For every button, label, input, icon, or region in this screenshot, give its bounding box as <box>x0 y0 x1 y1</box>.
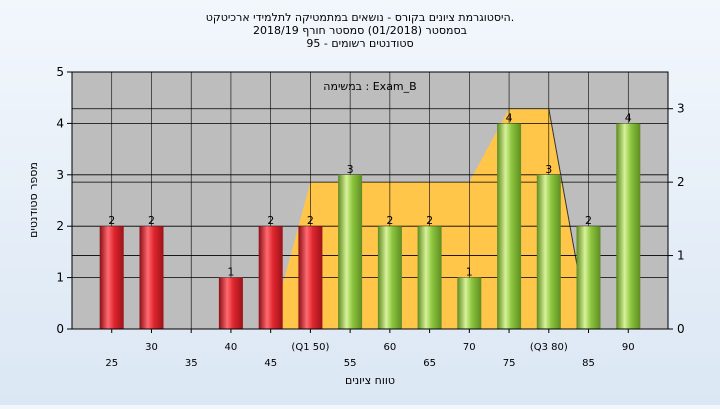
bar-75 <box>497 123 522 330</box>
bar-value-label-55: 3 <box>347 163 354 176</box>
x-tick-label-60: 60 <box>384 342 397 353</box>
y-tick-label-4: 4 <box>56 116 64 130</box>
bar-50 <box>298 226 323 329</box>
bar-70 <box>457 277 482 329</box>
bar-value-label-80: 3 <box>545 163 552 176</box>
y-tick-label-3: 3 <box>56 168 64 182</box>
bar-value-label-30: 2 <box>148 214 155 227</box>
y-axis-right: 0 1 2 3 <box>668 102 685 336</box>
y-tick-label-2: 2 <box>56 219 64 233</box>
bar-60 <box>377 226 402 329</box>
chart-title-line-1: היסטוגרמת ציונים בקורס - נושאים במתמטיקה… <box>206 11 514 24</box>
bar-value-label-45: 2 <box>267 214 274 227</box>
x-tick-label-70: 70 <box>463 342 476 353</box>
x-tick-label-45: 45 <box>264 358 277 369</box>
bar-value-label-85: 2 <box>585 214 592 227</box>
y-axis-label: מספר סטודנטים <box>27 162 40 238</box>
x-tick-label-65: 65 <box>423 358 436 369</box>
y2-tick-label-2: 2 <box>677 175 685 189</box>
bar-value-label-25: 2 <box>108 214 115 227</box>
chart-title-line-2: בסמסטר (01/2018) סמסטר חורף 2018/19 <box>253 24 467 37</box>
bar-value-label-65: 2 <box>426 214 433 227</box>
x-tick-label-30: 30 <box>145 342 158 353</box>
exam-label: במשימה : Exam_B <box>323 80 416 93</box>
y-tick-label-0: 0 <box>56 322 64 336</box>
bar-55 <box>338 174 363 329</box>
x-axis: 25 30 35 40 45 (Q1 50) 55 60 65 70 75 (Q3 80) 85 90 <box>105 329 635 369</box>
bar-90 <box>616 123 641 330</box>
x-axis-label: טווח ציונים <box>345 374 395 387</box>
bar-value-label-40: 1 <box>227 266 234 279</box>
x-tick-label-75: 75 <box>503 358 516 369</box>
x-tick-label-25: 25 <box>105 358 118 369</box>
chart-title: היסטוגרמת ציונים בקורס - נושאים במתמטיקה… <box>206 11 514 50</box>
x-tick-label-50: (Q1 50) <box>291 342 329 353</box>
y2-tick-label-3: 3 <box>677 102 685 116</box>
y2-tick-label-1: 1 <box>677 249 685 263</box>
bar-80 <box>536 174 561 329</box>
x-tick-label-35: 35 <box>185 358 198 369</box>
chart-title-line-3: סטודנטים רשומים - 95 <box>306 37 413 50</box>
y2-tick-label-0: 0 <box>677 322 685 336</box>
bar-65 <box>417 226 442 329</box>
x-tick-label-55: 55 <box>344 358 357 369</box>
bar-85 <box>576 226 601 329</box>
bar-value-label-70: 1 <box>466 266 473 279</box>
y-tick-label-5: 5 <box>56 65 64 79</box>
bar-value-label-50: 2 <box>307 214 314 227</box>
bar-30 <box>139 226 164 329</box>
y-tick-label-1: 1 <box>56 271 64 285</box>
bar-25 <box>99 226 124 329</box>
x-tick-label-90: 90 <box>622 342 635 353</box>
bar-45 <box>258 226 283 329</box>
bar-40 <box>218 277 243 329</box>
bar-value-label-90: 4 <box>625 111 632 124</box>
x-tick-label-80: (Q3 80) <box>530 342 568 353</box>
y-axis-left: 0 1 2 3 4 5 <box>56 65 73 336</box>
bars-layer <box>99 123 641 330</box>
bar-value-label-60: 2 <box>386 214 393 227</box>
x-tick-label-40: 40 <box>225 342 238 353</box>
value-labels-layer: 2 2 1 2 2 3 2 2 1 4 3 2 4 <box>108 111 632 278</box>
x-tick-label-85: 85 <box>582 358 595 369</box>
bar-value-label-75: 4 <box>506 111 513 124</box>
